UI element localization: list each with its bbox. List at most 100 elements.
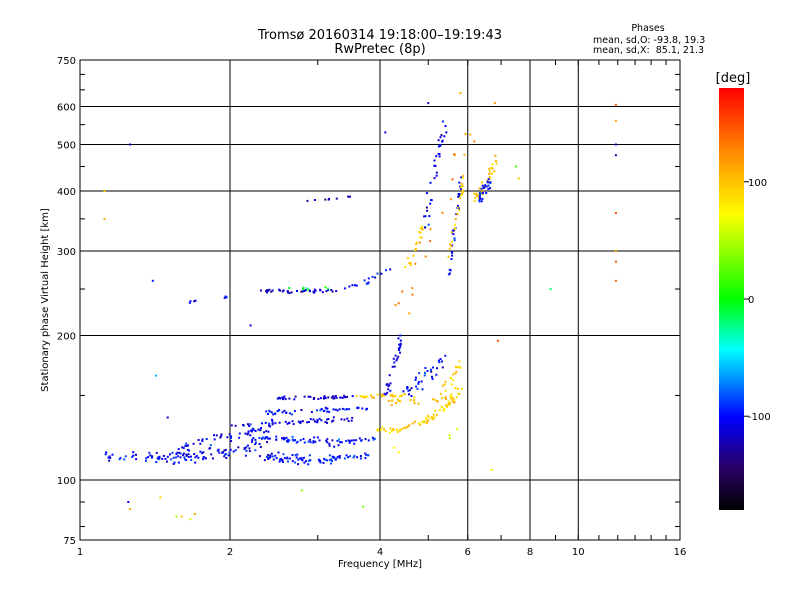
x-tick-label: 2: [227, 547, 233, 558]
data-point: [490, 172, 493, 175]
data-point: [271, 422, 274, 425]
data-point: [328, 444, 331, 447]
data-point: [338, 455, 341, 457]
data-point: [441, 360, 443, 363]
data-point: [412, 399, 415, 402]
data-point: [281, 459, 284, 461]
data-point: [291, 438, 294, 441]
data-point: [494, 154, 497, 157]
data-point: [187, 444, 190, 447]
data-point: [479, 197, 482, 200]
data-point: [183, 456, 186, 459]
data-point: [210, 453, 213, 456]
data-point: [490, 468, 493, 471]
data-point: [319, 461, 322, 464]
data-point: [193, 453, 196, 455]
data-point: [419, 231, 422, 234]
data-point: [414, 262, 417, 265]
data-point: [370, 394, 372, 397]
data-point: [296, 453, 299, 456]
data-point: [486, 179, 489, 182]
data-point: [288, 397, 291, 400]
data-point: [344, 408, 347, 411]
data-point: [377, 428, 380, 431]
data-point: [444, 396, 447, 399]
data-point: [447, 402, 450, 405]
data-point: [147, 456, 150, 459]
data-point: [170, 458, 173, 461]
data-point: [274, 422, 277, 425]
data-point: [482, 192, 484, 195]
data-point: [415, 241, 418, 244]
data-point: [108, 459, 111, 462]
data-point: [195, 454, 198, 457]
data-point: [252, 427, 254, 430]
data-point: [461, 184, 464, 187]
data-point: [169, 453, 171, 456]
data-point: [300, 457, 303, 460]
data-point: [424, 255, 427, 258]
data-point: [485, 185, 488, 188]
data-point: [485, 192, 488, 194]
data-point: [347, 420, 350, 423]
data-point: [278, 460, 281, 463]
data-point: [421, 228, 424, 231]
data-point: [188, 449, 191, 452]
data-point: [405, 426, 408, 429]
data-point: [614, 212, 617, 214]
data-point: [399, 400, 402, 403]
data-point: [444, 354, 447, 357]
data-point: [282, 396, 285, 399]
data-point: [224, 448, 227, 451]
data-point: [281, 396, 284, 399]
data-point: [265, 410, 268, 413]
data-point: [373, 396, 375, 399]
data-point: [280, 457, 283, 460]
data-point: [328, 410, 331, 413]
data-point: [203, 456, 206, 459]
data-point: [255, 441, 257, 444]
data-point: [287, 440, 289, 443]
data-point: [399, 339, 402, 342]
data-point: [172, 456, 175, 459]
data-point: [404, 266, 407, 269]
data-point: [194, 461, 197, 464]
data-point: [328, 442, 331, 445]
data-point: [266, 291, 268, 294]
data-point: [341, 396, 344, 399]
data-point: [281, 437, 283, 440]
data-point: [456, 206, 459, 209]
data-point: [189, 518, 192, 521]
data-point: [351, 395, 354, 398]
data-point: [398, 343, 401, 346]
data-point: [292, 423, 295, 426]
data-point: [303, 441, 306, 444]
data-point: [421, 420, 424, 423]
data-point: [459, 193, 462, 196]
data-point: [351, 416, 354, 419]
data-point: [480, 187, 483, 190]
data-point: [459, 92, 462, 95]
phase-info-o-mode: mean, sd,O: -93.8, 19.3: [593, 35, 705, 46]
data-point: [382, 394, 385, 397]
data-point: [423, 374, 426, 377]
data-point: [392, 428, 394, 430]
data-point: [446, 405, 448, 408]
data-point: [421, 227, 424, 230]
data-point: [330, 396, 333, 399]
data-point: [446, 404, 448, 407]
x-tick-label: 1: [77, 547, 83, 558]
data-point: [211, 457, 214, 460]
data-point: [270, 290, 273, 293]
data-point: [295, 456, 298, 459]
data-point: [398, 428, 401, 431]
data-point: [478, 200, 481, 203]
data-point: [447, 400, 450, 403]
data-point: [416, 387, 419, 390]
data-point: [178, 451, 181, 454]
data-point: [283, 409, 286, 412]
data-point: [429, 181, 432, 184]
data-point: [119, 456, 122, 459]
data-point: [176, 451, 179, 454]
data-point: [183, 458, 186, 461]
